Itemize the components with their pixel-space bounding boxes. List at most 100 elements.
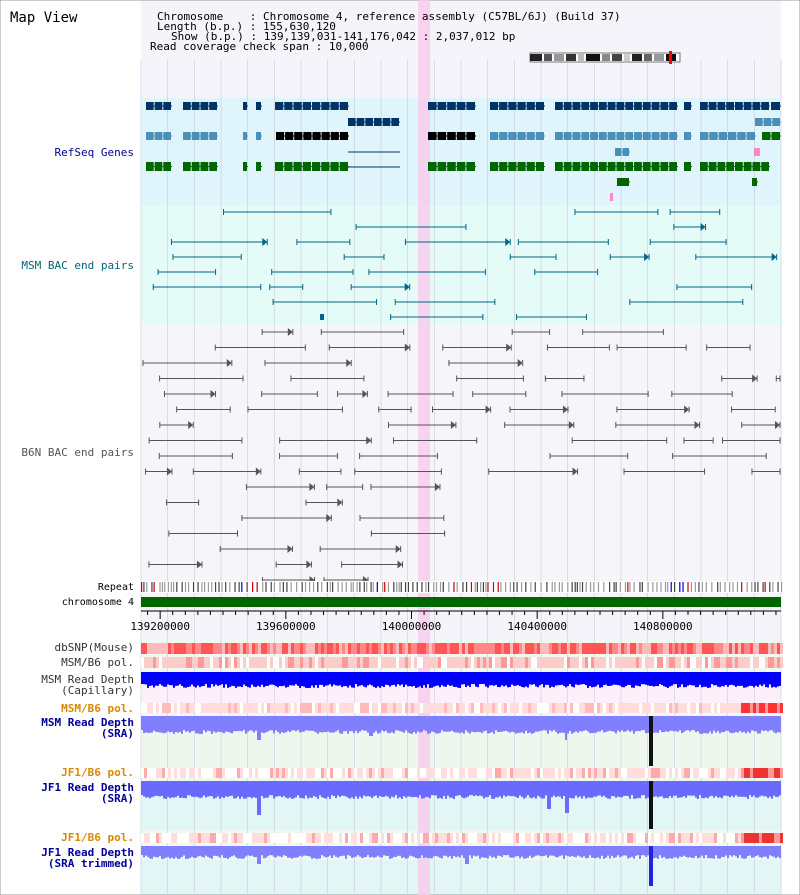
- msm-sra-depth-spike[interactable]: [649, 716, 653, 766]
- msm-depth-sra-label[interactable]: MSM Read Depth (SRA): [41, 717, 134, 739]
- gene-exon[interactable]: [700, 162, 708, 171]
- gene-exon[interactable]: [276, 132, 285, 140]
- gene-exon[interactable]: [302, 102, 311, 110]
- gene-exon[interactable]: [293, 102, 302, 110]
- gene-exon[interactable]: [755, 118, 763, 126]
- gene-exon[interactable]: [284, 162, 293, 171]
- gene-exon[interactable]: [598, 132, 607, 140]
- gene-exon[interactable]: [374, 118, 382, 126]
- gene-exon[interactable]: [154, 162, 163, 171]
- gene-exon[interactable]: [321, 162, 330, 171]
- bac-end-arrow[interactable]: [196, 560, 202, 569]
- gene-exon[interactable]: [339, 102, 348, 110]
- gene-exon[interactable]: [466, 162, 475, 171]
- gene-exon[interactable]: [365, 118, 373, 126]
- gene-exon[interactable]: [191, 132, 200, 140]
- bac-end-arrow[interactable]: [700, 223, 706, 231]
- gene-exon[interactable]: [717, 102, 726, 110]
- bac-end-arrow[interactable]: [255, 467, 261, 476]
- gene-exon[interactable]: [330, 102, 339, 110]
- bac-end-arrow[interactable]: [326, 514, 332, 522]
- gene-exon[interactable]: [762, 132, 771, 140]
- gene-exon[interactable]: [382, 118, 391, 126]
- gene-exon[interactable]: [563, 132, 572, 140]
- gene-exon[interactable]: [625, 132, 634, 140]
- bac-end-arrow[interactable]: [210, 390, 216, 398]
- jf1-b6-pol-label-1[interactable]: JF1/B6 pol.: [61, 766, 134, 779]
- gene-exon[interactable]: [772, 118, 780, 126]
- gene-exon[interactable]: [563, 102, 572, 110]
- gene-exon[interactable]: [209, 162, 217, 171]
- gene-exon[interactable]: [256, 162, 261, 171]
- gene-exon[interactable]: [634, 132, 642, 140]
- gene-exon[interactable]: [660, 102, 669, 110]
- gene-exon[interactable]: [428, 162, 437, 171]
- gene-exon[interactable]: [616, 102, 625, 110]
- gene-exon[interactable]: [708, 162, 717, 171]
- bac-end-arrow[interactable]: [572, 467, 578, 476]
- gene-exon[interactable]: [146, 132, 154, 140]
- bac-end-arrow[interactable]: [226, 359, 232, 367]
- chromosome-bar[interactable]: [141, 597, 781, 607]
- bac-end-arrow[interactable]: [434, 483, 440, 491]
- gene-exon[interactable]: [752, 178, 757, 186]
- gene-exon[interactable]: [669, 162, 677, 171]
- gene-exon[interactable]: [526, 162, 535, 171]
- gene-exon[interactable]: [146, 102, 154, 110]
- gene-exon[interactable]: [555, 132, 563, 140]
- gene-exon[interactable]: [625, 162, 634, 171]
- b6n-bac-label[interactable]: B6N BAC end pairs: [21, 446, 134, 459]
- jf1-b6-pol-label-2[interactable]: JF1/B6 pol.: [61, 831, 134, 844]
- gene-exon[interactable]: [642, 102, 651, 110]
- gene-exon[interactable]: [428, 102, 437, 110]
- gene-exon[interactable]: [466, 132, 475, 140]
- gene-exon[interactable]: [700, 102, 708, 110]
- gene-exon[interactable]: [428, 132, 437, 140]
- gene-exon[interactable]: [735, 162, 743, 171]
- gene-exon[interactable]: [499, 132, 508, 140]
- gene-exon[interactable]: [726, 162, 734, 171]
- gene-exon[interactable]: [490, 162, 499, 171]
- bac-end-arrow[interactable]: [684, 405, 690, 414]
- gene-exon[interactable]: [598, 102, 607, 110]
- jf1-depth-sra-label[interactable]: JF1 Read Depth (SRA): [41, 782, 134, 804]
- bac-end-arrow[interactable]: [188, 421, 194, 429]
- bac-end-arrow[interactable]: [287, 328, 293, 336]
- gene-exon[interactable]: [183, 162, 191, 171]
- bac-end-arrow[interactable]: [395, 545, 401, 553]
- gene-exon[interactable]: [651, 132, 660, 140]
- bac-end-arrow[interactable]: [568, 421, 574, 429]
- dbsnp-label[interactable]: dbSNP(Mouse): [54, 641, 134, 654]
- gene-exon[interactable]: [339, 132, 348, 140]
- gene-exon[interactable]: [256, 102, 261, 110]
- gene-exon[interactable]: [243, 162, 247, 171]
- bac-end-arrow[interactable]: [404, 343, 410, 352]
- gene-exon[interactable]: [581, 162, 590, 171]
- gene-exon[interactable]: [499, 162, 508, 171]
- gene-exon[interactable]: [154, 132, 163, 140]
- gene-exon[interactable]: [763, 118, 772, 126]
- gene-exon[interactable]: [163, 102, 171, 110]
- msm-b6-pol-label-2[interactable]: MSM/B6 pol.: [61, 702, 134, 715]
- jf1-depth-trimmed-label[interactable]: JF1 Read Depth (SRA trimmed): [41, 847, 134, 869]
- gene-exon[interactable]: [535, 102, 544, 110]
- bac-end-arrow[interactable]: [517, 359, 523, 367]
- gene-exon[interactable]: [771, 102, 780, 110]
- gene-exon[interactable]: [607, 162, 616, 171]
- gene-exon[interactable]: [294, 132, 303, 140]
- gene-exon[interactable]: [615, 148, 622, 156]
- gene-exon[interactable]: [684, 102, 691, 110]
- bac-end-arrow[interactable]: [287, 545, 293, 553]
- gene-exon[interactable]: [466, 102, 475, 110]
- jf1-trim-depth-spike[interactable]: [649, 846, 653, 886]
- gene-exon[interactable]: [700, 132, 709, 140]
- gene-exon[interactable]: [200, 102, 209, 110]
- msm-bac-label[interactable]: MSM BAC end pairs: [21, 259, 134, 272]
- gene-exon[interactable]: [642, 162, 651, 171]
- gene-exon[interactable]: [526, 132, 535, 140]
- bac-end-arrow[interactable]: [366, 436, 372, 445]
- gene-exon[interactable]: [456, 162, 466, 171]
- gene-exon[interactable]: [669, 132, 677, 140]
- gene-exon[interactable]: [709, 132, 718, 140]
- gene-exon[interactable]: [508, 132, 517, 140]
